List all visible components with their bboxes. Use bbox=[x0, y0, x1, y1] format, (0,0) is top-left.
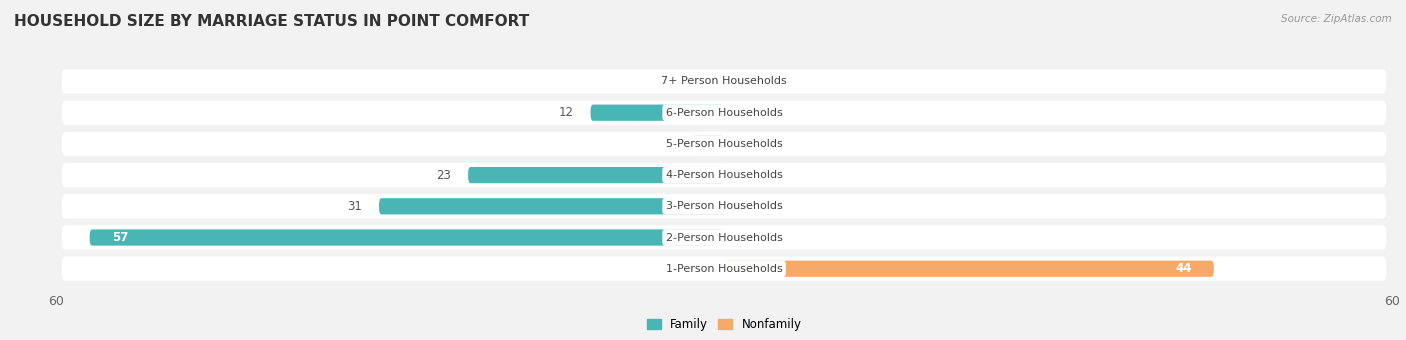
Text: 12: 12 bbox=[558, 106, 574, 119]
Text: 0: 0 bbox=[741, 200, 748, 213]
Text: 23: 23 bbox=[436, 169, 451, 182]
FancyBboxPatch shape bbox=[62, 257, 1386, 281]
Text: HOUSEHOLD SIZE BY MARRIAGE STATUS IN POINT COMFORT: HOUSEHOLD SIZE BY MARRIAGE STATUS IN POI… bbox=[14, 14, 529, 29]
FancyBboxPatch shape bbox=[724, 260, 1213, 277]
FancyBboxPatch shape bbox=[62, 132, 1386, 156]
Text: 0: 0 bbox=[741, 231, 748, 244]
FancyBboxPatch shape bbox=[62, 101, 1386, 125]
Text: 2-Person Households: 2-Person Households bbox=[665, 233, 783, 242]
Text: Source: ZipAtlas.com: Source: ZipAtlas.com bbox=[1281, 14, 1392, 23]
Text: 4-Person Households: 4-Person Households bbox=[665, 170, 783, 180]
Text: 6-Person Households: 6-Person Households bbox=[665, 108, 783, 118]
FancyBboxPatch shape bbox=[62, 194, 1386, 219]
Text: 7+ Person Households: 7+ Person Households bbox=[661, 76, 787, 86]
Text: 1-Person Households: 1-Person Households bbox=[665, 264, 783, 274]
FancyBboxPatch shape bbox=[62, 225, 1386, 250]
FancyBboxPatch shape bbox=[591, 105, 724, 121]
Text: 0: 0 bbox=[741, 106, 748, 119]
FancyBboxPatch shape bbox=[690, 136, 724, 152]
Text: 0: 0 bbox=[700, 75, 707, 88]
FancyBboxPatch shape bbox=[90, 230, 724, 245]
FancyBboxPatch shape bbox=[380, 198, 724, 215]
Text: 57: 57 bbox=[112, 231, 128, 244]
Text: 31: 31 bbox=[347, 200, 363, 213]
Text: 0: 0 bbox=[700, 262, 707, 275]
Text: 5-Person Households: 5-Person Households bbox=[665, 139, 783, 149]
Legend: Family, Nonfamily: Family, Nonfamily bbox=[644, 316, 804, 333]
Text: 0: 0 bbox=[741, 169, 748, 182]
FancyBboxPatch shape bbox=[62, 163, 1386, 187]
Text: 0: 0 bbox=[741, 75, 748, 88]
Text: 3: 3 bbox=[666, 137, 673, 150]
FancyBboxPatch shape bbox=[62, 69, 1386, 94]
Text: 0: 0 bbox=[741, 137, 748, 150]
Text: 3-Person Households: 3-Person Households bbox=[665, 201, 783, 211]
FancyBboxPatch shape bbox=[468, 167, 724, 183]
Text: 44: 44 bbox=[1175, 262, 1192, 275]
